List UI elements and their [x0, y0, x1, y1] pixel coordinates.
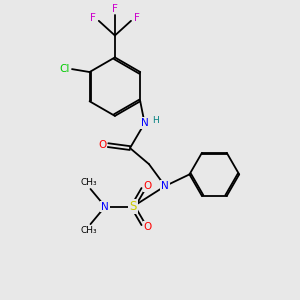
Text: N: N [161, 181, 169, 191]
Text: O: O [98, 140, 106, 150]
Text: S: S [129, 200, 137, 213]
Text: N: N [141, 118, 148, 128]
Text: O: O [143, 222, 152, 232]
Text: CH₃: CH₃ [81, 178, 98, 187]
Text: F: F [90, 13, 96, 23]
Text: F: F [134, 13, 140, 23]
Text: H: H [152, 116, 159, 125]
Text: Cl: Cl [59, 64, 70, 74]
Text: O: O [143, 181, 152, 191]
Text: CH₃: CH₃ [81, 226, 98, 235]
Text: F: F [112, 4, 118, 14]
Text: N: N [101, 202, 109, 212]
